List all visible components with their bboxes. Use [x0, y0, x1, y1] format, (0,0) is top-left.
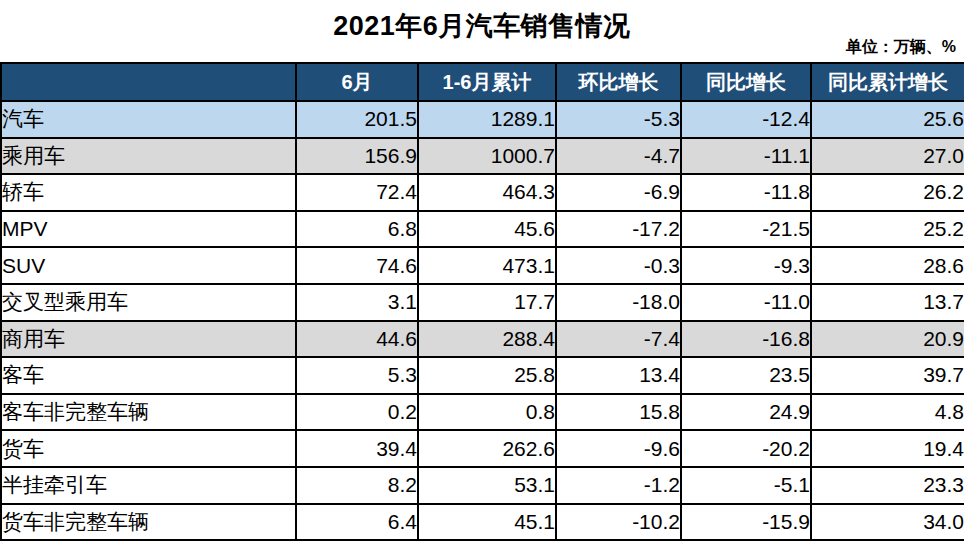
table-row: 货车39.4262.6-9.6-20.219.4 [1, 430, 964, 467]
value-cell: -7.4 [556, 321, 681, 358]
value-cell: 24.9 [681, 394, 811, 431]
row-label: SUV [1, 247, 296, 284]
row-label: 乘用车 [1, 138, 296, 175]
table-row: 商用车44.6288.4-7.4-16.820.9 [1, 321, 964, 358]
row-label: 汽车 [1, 101, 296, 138]
value-cell: 34.0 [811, 504, 964, 541]
value-cell: 28.6 [811, 247, 964, 284]
value-cell: 44.6 [296, 321, 418, 358]
column-header-category [1, 63, 296, 101]
row-label: 货车 [1, 430, 296, 467]
value-cell: 0.2 [296, 394, 418, 431]
value-cell: 8.2 [296, 467, 418, 504]
value-cell: -16.8 [681, 321, 811, 358]
value-cell: -11.8 [681, 174, 811, 211]
value-cell: -9.3 [681, 247, 811, 284]
row-label: 货车非完整车辆 [1, 504, 296, 541]
value-cell: -4.7 [556, 138, 681, 175]
unit-note: 单位：万辆、% [846, 37, 956, 58]
column-header-yoy-growth: 同比增长 [681, 63, 811, 101]
value-cell: 39.7 [811, 357, 964, 394]
table-row: 交叉型乘用车3.117.7-18.0-11.013.7 [1, 284, 964, 321]
value-cell: -11.0 [681, 284, 811, 321]
value-cell: -6.9 [556, 174, 681, 211]
value-cell: 13.7 [811, 284, 964, 321]
table-row: SUV74.6473.1-0.3-9.328.6 [1, 247, 964, 284]
value-cell: 4.8 [811, 394, 964, 431]
value-cell: 26.2 [811, 174, 964, 211]
value-cell: 23.3 [811, 467, 964, 504]
value-cell: -1.2 [556, 467, 681, 504]
value-cell: 1289.1 [418, 101, 556, 138]
value-cell: 25.8 [418, 357, 556, 394]
value-cell: 262.6 [418, 430, 556, 467]
table-header: 6月 1-6月累计 环比增长 同比增长 同比累计增长 [1, 63, 964, 101]
table-row: 半挂牵引车8.253.1-1.2-5.123.3 [1, 467, 964, 504]
page-title: 2021年6月汽车销售情况 [0, 0, 964, 44]
value-cell: -5.3 [556, 101, 681, 138]
row-label: 交叉型乘用车 [1, 284, 296, 321]
value-cell: -0.3 [556, 247, 681, 284]
value-cell: 23.5 [681, 357, 811, 394]
value-cell: 6.8 [296, 211, 418, 248]
value-cell: 156.9 [296, 138, 418, 175]
value-cell: -5.1 [681, 467, 811, 504]
value-cell: 53.1 [418, 467, 556, 504]
value-cell: 20.9 [811, 321, 964, 358]
value-cell: 15.8 [556, 394, 681, 431]
column-header-cumulative: 1-6月累计 [418, 63, 556, 101]
column-header-june: 6月 [296, 63, 418, 101]
value-cell: 3.1 [296, 284, 418, 321]
value-cell: 0.8 [418, 394, 556, 431]
value-cell: 25.2 [811, 211, 964, 248]
value-cell: 473.1 [418, 247, 556, 284]
table-row: 乘用车156.91000.7-4.7-11.127.0 [1, 138, 964, 175]
value-cell: -20.2 [681, 430, 811, 467]
value-cell: 17.7 [418, 284, 556, 321]
page: 2021年6月汽车销售情况 单位：万辆、% 6月 1-6月累计 环比增长 同比增… [0, 0, 964, 542]
value-cell: -12.4 [681, 101, 811, 138]
row-label: 客车非完整车辆 [1, 394, 296, 431]
sales-table: 6月 1-6月累计 环比增长 同比增长 同比累计增长 汽车201.51289.1… [0, 62, 964, 541]
value-cell: 25.6 [811, 101, 964, 138]
value-cell: 288.4 [418, 321, 556, 358]
table-row: 货车非完整车辆6.445.1-10.2-15.934.0 [1, 504, 964, 541]
row-label: 半挂牵引车 [1, 467, 296, 504]
value-cell: -9.6 [556, 430, 681, 467]
table-row: 客车非完整车辆0.20.815.824.94.8 [1, 394, 964, 431]
value-cell: -17.2 [556, 211, 681, 248]
row-label: 轿车 [1, 174, 296, 211]
value-cell: 39.4 [296, 430, 418, 467]
table-row: 汽车201.51289.1-5.3-12.425.6 [1, 101, 964, 138]
table-body: 汽车201.51289.1-5.3-12.425.6乘用车156.91000.7… [1, 101, 964, 540]
value-cell: 464.3 [418, 174, 556, 211]
value-cell: 13.4 [556, 357, 681, 394]
value-cell: 201.5 [296, 101, 418, 138]
row-label: 商用车 [1, 321, 296, 358]
value-cell: -18.0 [556, 284, 681, 321]
column-header-mom-growth: 环比增长 [556, 63, 681, 101]
row-label: 客车 [1, 357, 296, 394]
column-header-yoy-cumulative-growth: 同比累计增长 [811, 63, 964, 101]
value-cell: 1000.7 [418, 138, 556, 175]
table-row: 轿车72.4464.3-6.9-11.826.2 [1, 174, 964, 211]
value-cell: 27.0 [811, 138, 964, 175]
table-row: 客车5.325.813.423.539.7 [1, 357, 964, 394]
value-cell: 5.3 [296, 357, 418, 394]
value-cell: 74.6 [296, 247, 418, 284]
header-area: 2021年6月汽车销售情况 单位：万辆、% [0, 0, 964, 62]
value-cell: -21.5 [681, 211, 811, 248]
value-cell: 6.4 [296, 504, 418, 541]
value-cell: -11.1 [681, 138, 811, 175]
value-cell: 72.4 [296, 174, 418, 211]
table-row: MPV6.845.6-17.2-21.525.2 [1, 211, 964, 248]
row-label: MPV [1, 211, 296, 248]
value-cell: 19.4 [811, 430, 964, 467]
value-cell: 45.6 [418, 211, 556, 248]
value-cell: -15.9 [681, 504, 811, 541]
header-row: 6月 1-6月累计 环比增长 同比增长 同比累计增长 [1, 63, 964, 101]
value-cell: 45.1 [418, 504, 556, 541]
value-cell: -10.2 [556, 504, 681, 541]
